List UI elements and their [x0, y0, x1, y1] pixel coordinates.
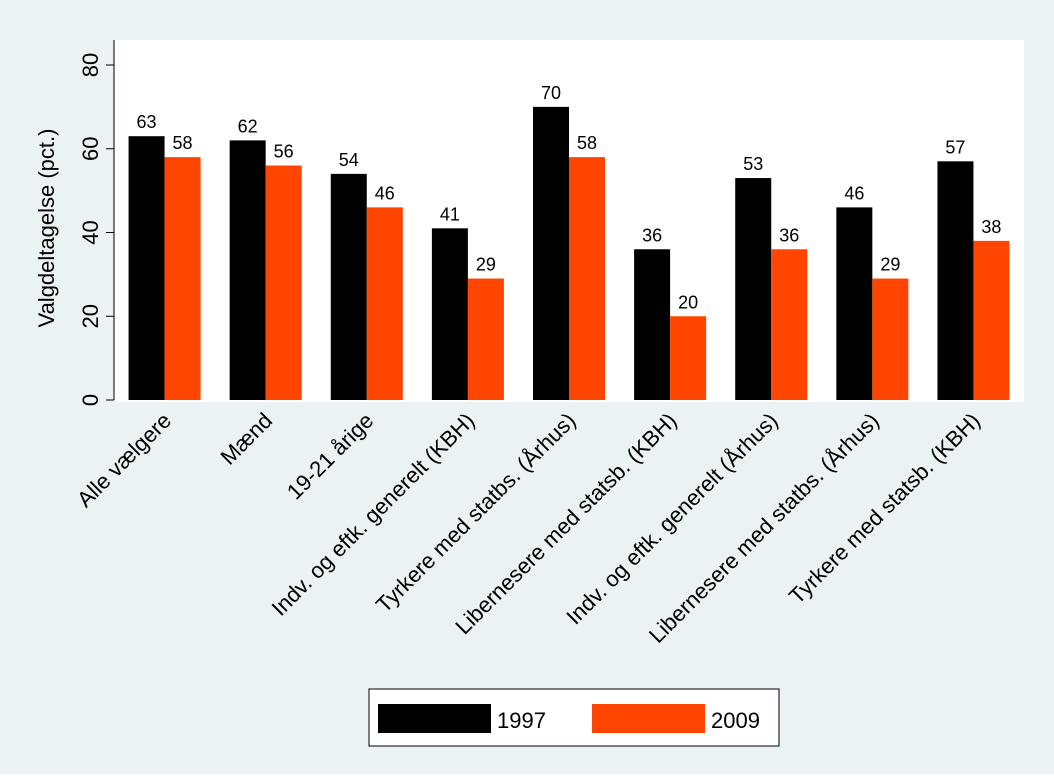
bar — [128, 136, 165, 400]
data-label: 36 — [642, 225, 662, 245]
bar — [164, 157, 201, 400]
data-label: 38 — [981, 217, 1001, 237]
data-label: 46 — [375, 183, 395, 203]
bar — [872, 278, 909, 400]
bar — [533, 106, 569, 400]
data-label: 70 — [541, 83, 561, 103]
data-label: 56 — [274, 142, 294, 162]
legend-swatch-1997 — [378, 704, 491, 733]
y-tick-label: 40 — [78, 220, 103, 244]
legend: 1997 2009 — [368, 688, 780, 747]
y-tick-label: 20 — [78, 304, 103, 328]
y-axis: 0 20 40 60 80 — [78, 40, 115, 406]
data-label: 20 — [678, 292, 698, 312]
data-label: 54 — [339, 150, 359, 170]
data-label: 36 — [779, 225, 799, 245]
data-label: 41 — [440, 204, 460, 224]
y-tick-label: 60 — [78, 137, 103, 161]
data-label: 62 — [238, 116, 258, 136]
bar — [366, 207, 403, 400]
bar — [670, 316, 707, 400]
legend-label-2009: 2009 — [711, 708, 760, 733]
bar — [836, 207, 873, 400]
data-label: 29 — [880, 255, 900, 275]
legend-swatch-2009 — [592, 704, 705, 733]
y-tick-label: 0 — [78, 394, 103, 406]
y-tick-label: 80 — [78, 53, 103, 77]
bar — [735, 178, 772, 400]
bar — [265, 165, 302, 400]
bar — [229, 140, 266, 400]
data-label: 63 — [137, 112, 157, 132]
data-label: 57 — [945, 137, 965, 157]
bar — [634, 249, 671, 400]
data-label: 29 — [476, 255, 496, 275]
bar — [937, 161, 974, 400]
legend-label-1997: 1997 — [497, 708, 546, 733]
bar — [771, 249, 808, 400]
bar — [431, 228, 468, 400]
bar — [467, 278, 504, 400]
data-label: 58 — [173, 133, 193, 153]
data-label: 46 — [844, 183, 864, 203]
data-label: 53 — [743, 154, 763, 174]
bar — [330, 173, 367, 400]
bars: 63 58 62 56 54 46 41 29 70 58 36 20 53 36 46 29 57 38 — [128, 83, 1010, 400]
bar — [973, 240, 1010, 400]
y-axis-title: Valgdeltagelse (pct.) — [34, 129, 59, 328]
bar — [569, 157, 605, 400]
data-label: 58 — [577, 133, 597, 153]
